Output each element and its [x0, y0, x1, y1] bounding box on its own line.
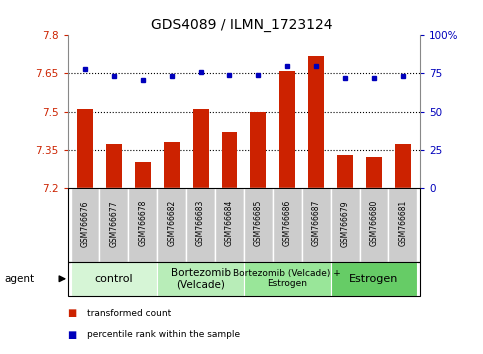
Text: GSM766677: GSM766677	[109, 200, 118, 246]
Text: GSM766684: GSM766684	[225, 200, 234, 246]
Bar	[77, 109, 93, 188]
Text: GDS4089 / ILMN_1723124: GDS4089 / ILMN_1723124	[151, 18, 332, 32]
Bar	[106, 144, 122, 188]
Bar	[273, 188, 302, 262]
Text: percentile rank within the sample: percentile rank within the sample	[87, 330, 240, 339]
Text: GSM766680: GSM766680	[369, 200, 379, 246]
Bar	[193, 109, 209, 188]
Bar	[157, 262, 244, 296]
Bar	[99, 188, 128, 262]
Bar	[157, 188, 186, 262]
Text: GSM766683: GSM766683	[196, 200, 205, 246]
Text: control: control	[95, 274, 133, 284]
Text: GSM766687: GSM766687	[312, 200, 321, 246]
Text: ■: ■	[68, 308, 77, 318]
Text: GSM766678: GSM766678	[138, 200, 147, 246]
Bar	[388, 188, 417, 262]
Bar	[164, 142, 180, 188]
Bar	[395, 144, 411, 188]
Bar	[337, 155, 353, 188]
Bar	[331, 188, 359, 262]
Bar	[366, 157, 382, 188]
Text: Bortezomib (Velcade) +
Estrogen: Bortezomib (Velcade) + Estrogen	[233, 269, 341, 289]
Text: GSM766676: GSM766676	[81, 200, 89, 246]
Text: Estrogen: Estrogen	[349, 274, 398, 284]
Bar	[359, 188, 388, 262]
Text: GSM766682: GSM766682	[167, 200, 176, 246]
Bar	[71, 188, 99, 262]
Bar	[222, 132, 238, 188]
Bar	[215, 188, 244, 262]
Bar	[331, 262, 417, 296]
Text: agent: agent	[5, 274, 35, 284]
Text: ■: ■	[68, 330, 77, 339]
Text: GSM766686: GSM766686	[283, 200, 292, 246]
Text: Bortezomib
(Velcade): Bortezomib (Velcade)	[170, 268, 230, 290]
Bar	[186, 188, 215, 262]
Text: GSM766681: GSM766681	[398, 200, 407, 246]
Bar	[71, 262, 157, 296]
Bar	[250, 112, 266, 188]
Bar	[244, 262, 331, 296]
Bar	[244, 188, 273, 262]
Bar	[128, 188, 157, 262]
Bar	[308, 56, 324, 188]
Bar	[135, 162, 151, 188]
Text: GSM766685: GSM766685	[254, 200, 263, 246]
Text: GSM766679: GSM766679	[341, 200, 350, 246]
Bar	[302, 188, 331, 262]
Bar	[279, 71, 295, 188]
Text: transformed count: transformed count	[87, 309, 171, 318]
